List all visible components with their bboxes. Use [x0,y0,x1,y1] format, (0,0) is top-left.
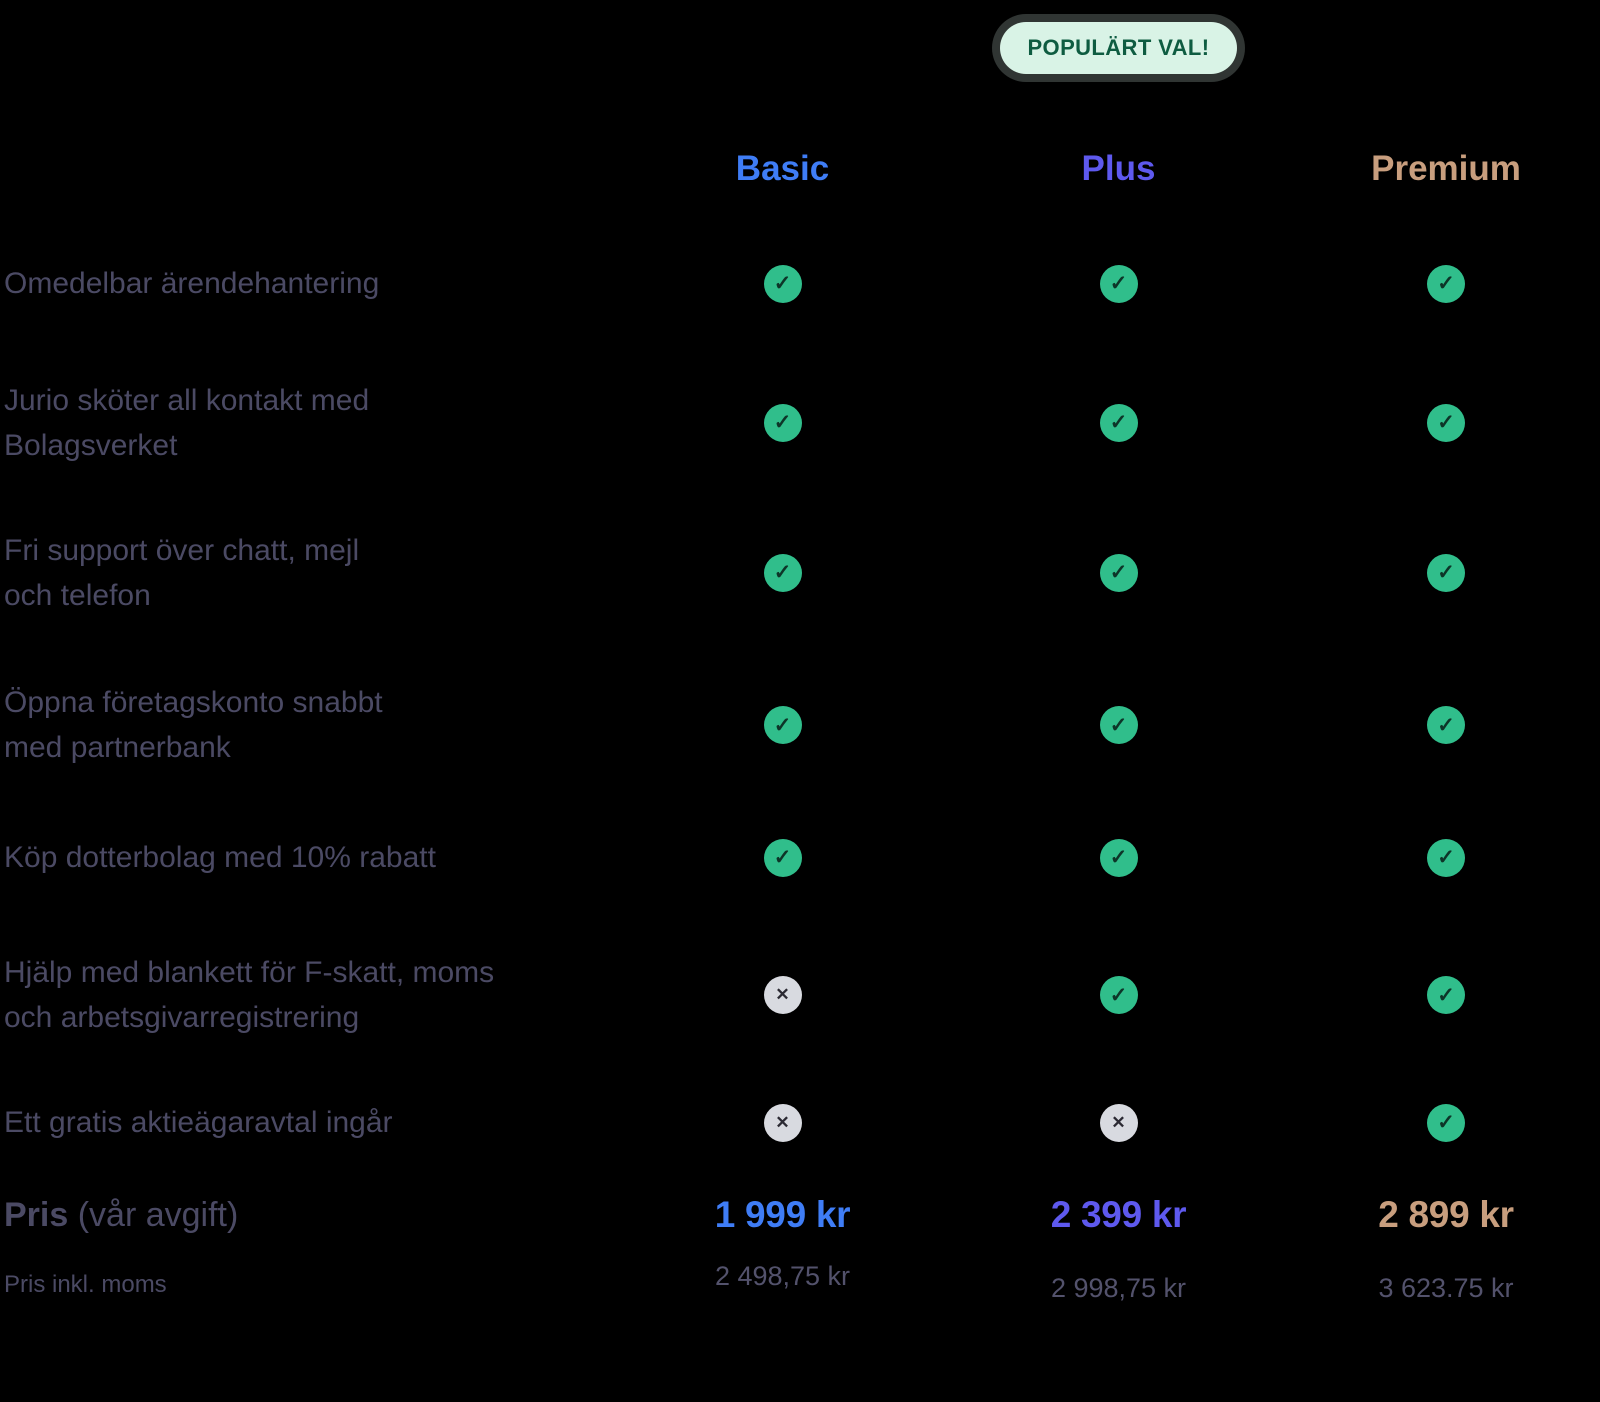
price-label-rest: (vår avgift) [68,1195,239,1234]
vat-price-row: Pris inkl. moms 2 498,75 kr 2 998,75 kr … [0,1255,1600,1340]
feature-label: Hjälp med blankett för F-skatt, moms och… [4,956,495,1034]
badge-row: POPULÄRT VAL! [0,0,1600,100]
availability-cell-basic: ✓ [620,212,945,355]
price-incl-vat-plus: 2 998,75 kr [1050,1273,1187,1303]
availability-cell-plus: ✕ [945,1070,1292,1175]
availability-cell-basic: ✓ [620,655,945,795]
vat-note: Pris inkl. moms [4,1271,167,1298]
availability-cell-plus: ✓ [945,490,1292,655]
feature-label: Fri support över chatt, mejl och telefon [4,533,360,612]
feature-label-cell: Jurio sköter all kontakt med Bolagsverke… [0,355,620,490]
price-label-cell: Pris (vår avgift) [0,1175,620,1255]
availability-cell-plus: ✓ [945,655,1292,795]
check-icon: ✓ [1427,838,1465,877]
check-icon: ✓ [1099,706,1138,744]
availability-cell-plus: ✓ [945,212,1292,355]
check-icon: ✓ [1099,403,1138,442]
feature-row: Öppna företagskonto snabbt med partnerba… [0,655,1600,795]
price-plus: 2 399 kr [1050,1194,1187,1235]
plan-column-basic: Basic [620,123,945,189]
feature-row: Fri support över chatt, mejl och telefon… [0,490,1600,655]
plan-header-row: Basic Plus Premium [0,100,1600,212]
check-icon: ✓ [763,264,802,303]
check-icon: ✓ [1427,1103,1465,1142]
price-cell-basic: 1 999 kr [620,1175,945,1255]
availability-cell-premium: ✓ [1292,655,1600,795]
feature-label-cell: Fri support över chatt, mejl och telefon [0,490,620,655]
plan-header-plus: Plus [1081,149,1156,188]
check-icon: ✓ [1427,706,1465,744]
availability-cell-premium: ✓ [1292,795,1600,920]
availability-cell-basic: ✓ [620,795,945,920]
availability-cell-premium: ✓ [1292,920,1600,1070]
check-icon: ✓ [763,706,802,744]
feature-rows: Omedelbar ärendehantering ✓ ✓ ✓ Jurio sk… [0,212,1600,1175]
feature-row: Köp dotterbolag med 10% rabatt ✓ ✓ ✓ [0,795,1600,920]
check-icon: ✓ [1099,264,1138,303]
availability-cell-basic: ✕ [620,1070,945,1175]
cross-icon: ✕ [1099,1103,1138,1142]
price-incl-vat-basic: 2 498,75 kr [714,1261,851,1291]
availability-cell-basic: ✓ [620,490,945,655]
plan-header-basic: Basic [735,149,830,188]
availability-cell-basic: ✕ [620,920,945,1070]
feature-label: Ett gratis aktieägaravtal ingår [4,1106,393,1139]
check-icon: ✓ [1099,976,1138,1014]
vat-price-cell-basic: 2 498,75 kr [620,1255,945,1292]
cross-icon: ✕ [763,1103,802,1142]
check-icon: ✓ [1099,553,1138,592]
vat-note-cell: Pris inkl. moms [0,1255,620,1299]
check-icon: ✓ [1099,838,1138,877]
price-premium: 2 899 kr [1378,1194,1514,1235]
price-row: Pris (vår avgift) 1 999 kr 2 399 kr 2 89… [0,1175,1600,1255]
feature-label: Öppna företagskonto snabbt med partnerba… [4,686,383,764]
availability-cell-basic: ✓ [620,355,945,490]
availability-cell-plus: ✓ [945,355,1292,490]
vat-price-cell-plus: 2 998,75 kr [945,1255,1292,1304]
plan-header-premium: Premium [1371,149,1521,188]
pricing-comparison-table: POPULÄRT VAL! Basic Plus Premium Omedelb… [0,0,1600,1340]
price-row-label: Pris (vår avgift) [4,1196,238,1235]
availability-cell-plus: ✓ [945,920,1292,1070]
price-cell-plus: 2 399 kr [945,1175,1292,1255]
check-icon: ✓ [1427,553,1465,592]
feature-label-cell: Öppna företagskonto snabbt med partnerba… [0,655,620,795]
price-label-bold: Pris [4,1195,69,1234]
price-basic: 1 999 kr [714,1194,851,1235]
check-icon: ✓ [763,553,802,592]
popular-choice-badge: POPULÄRT VAL! [1000,22,1237,74]
feature-row: Omedelbar ärendehantering ✓ ✓ ✓ [0,212,1600,355]
availability-cell-premium: ✓ [1292,1070,1600,1175]
badge-cell-basic [620,0,945,100]
feature-label-cell: Omedelbar ärendehantering [0,212,620,355]
feature-label-cell: Ett gratis aktieägaravtal ingår [0,1070,620,1175]
availability-cell-premium: ✓ [1292,355,1600,490]
price-cell-premium: 2 899 kr [1292,1175,1600,1255]
check-icon: ✓ [1427,403,1465,442]
feature-label: Köp dotterbolag med 10% rabatt [4,841,436,874]
check-icon: ✓ [763,838,802,877]
availability-cell-plus: ✓ [945,795,1292,920]
availability-cell-premium: ✓ [1292,490,1600,655]
plan-column-plus: Plus [945,123,1292,189]
check-icon: ✓ [763,403,802,442]
check-icon: ✓ [1427,976,1465,1014]
availability-cell-premium: ✓ [1292,212,1600,355]
vat-price-cell-premium: 3 623.75 kr [1292,1255,1600,1304]
price-incl-vat-premium: 3 623.75 kr [1378,1273,1514,1303]
feature-row: Ett gratis aktieägaravtal ingår ✕ ✕ ✓ [0,1070,1600,1175]
feature-label: Jurio sköter all kontakt med Bolagsverke… [4,383,370,462]
feature-label-cell: Hjälp med blankett för F-skatt, moms och… [0,920,620,1070]
cross-icon: ✕ [763,976,802,1014]
badge-cell-premium [1292,0,1600,100]
plan-column-premium: Premium [1292,123,1600,189]
badge-cell-plus: POPULÄRT VAL! [945,0,1292,100]
feature-label: Omedelbar ärendehantering [4,267,380,300]
feature-row: Jurio sköter all kontakt med Bolagsverke… [0,355,1600,490]
badge-row-spacer [0,0,620,100]
check-icon: ✓ [1427,264,1465,303]
feature-label-cell: Köp dotterbolag med 10% rabatt [0,795,620,920]
feature-row: Hjälp med blankett för F-skatt, moms och… [0,920,1600,1070]
